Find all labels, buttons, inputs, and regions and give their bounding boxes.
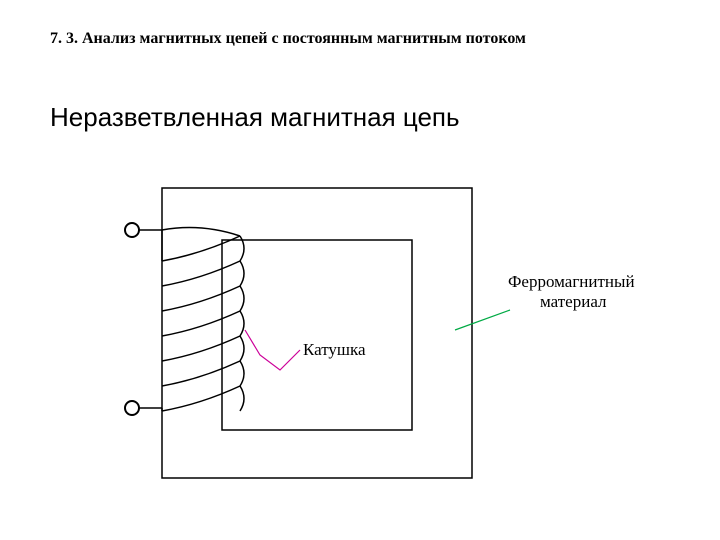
magnetic-circuit-diagram (0, 0, 720, 540)
